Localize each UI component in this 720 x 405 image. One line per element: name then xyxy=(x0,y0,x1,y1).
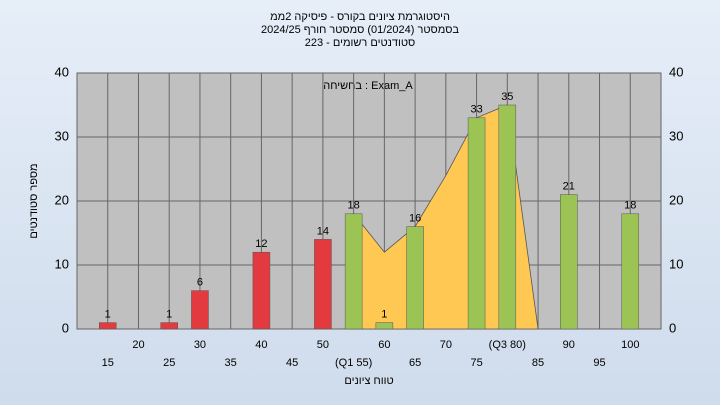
bar xyxy=(160,322,178,330)
x-axis-label: טווח ציונים xyxy=(344,375,393,387)
x-tick-label: 70 xyxy=(440,339,452,351)
x-tick-label: 25 xyxy=(163,357,175,369)
data-label: 16 xyxy=(409,213,421,225)
x-tick-label: (Q1 55) xyxy=(335,357,372,369)
x-tick-label: 100 xyxy=(621,339,639,351)
y-tick-label: 20 xyxy=(55,192,69,207)
x-tick-label: 65 xyxy=(409,357,421,369)
y2-tick-label: 40 xyxy=(669,64,683,79)
x-tick-label: 35 xyxy=(225,357,237,369)
x-tick-label: 20 xyxy=(132,339,144,351)
y-axis-label: מספר סטודנטים xyxy=(28,163,40,238)
y2-tick-label: 30 xyxy=(669,128,683,143)
data-label: 21 xyxy=(563,181,575,193)
x-tick-label: 85 xyxy=(532,357,544,369)
bar xyxy=(406,226,424,330)
data-label: 1 xyxy=(166,309,172,321)
y2-tick-label: 0 xyxy=(669,320,676,335)
x-tick-label: 30 xyxy=(194,339,206,351)
bar xyxy=(621,213,640,330)
x-tick-label: 90 xyxy=(563,339,575,351)
x-tick-label: 60 xyxy=(378,339,390,351)
y-tick-label: 40 xyxy=(55,64,69,79)
annotation: בחשיחה : Exam_A xyxy=(323,80,413,92)
data-label: 33 xyxy=(470,104,482,116)
bar xyxy=(98,322,117,330)
x-tick-label: 50 xyxy=(317,339,329,351)
x-tick-label: 40 xyxy=(255,339,267,351)
bar xyxy=(344,213,363,330)
y-tick-label: 30 xyxy=(55,128,69,143)
x-tick-label: 95 xyxy=(593,357,605,369)
bar xyxy=(314,239,332,330)
data-label: 1 xyxy=(105,309,111,321)
y-tick-label: 10 xyxy=(55,256,69,271)
y2-tick-label: 20 xyxy=(669,192,683,207)
bar xyxy=(252,251,271,330)
bar xyxy=(375,322,394,330)
chart-subtitle: בסמסטר (01/2024) סמסטר חורף 2024/25 xyxy=(261,24,459,36)
chart-title: היסטוגרמת ציונים בקורס - פיסיקה 2ממ xyxy=(270,11,450,23)
bar xyxy=(498,104,517,330)
bar xyxy=(191,290,209,330)
data-label: 18 xyxy=(624,200,636,212)
data-label: 14 xyxy=(317,225,329,237)
x-tick-label: 15 xyxy=(102,357,114,369)
data-label: 12 xyxy=(255,238,267,250)
y2-tick-label: 10 xyxy=(669,256,683,271)
data-label: 6 xyxy=(197,277,203,289)
data-label: 35 xyxy=(501,91,513,103)
x-tick-label: 45 xyxy=(286,357,298,369)
bar xyxy=(560,194,578,330)
x-tick-label: (Q3 80) xyxy=(489,339,526,351)
x-tick-label: 75 xyxy=(470,357,482,369)
data-label: 1 xyxy=(381,309,387,321)
chart-subtitle: סטודנטים רשומים - 223 xyxy=(305,37,416,49)
data-label: 18 xyxy=(348,200,360,212)
y-tick-label: 0 xyxy=(62,320,69,335)
bar xyxy=(467,117,486,330)
